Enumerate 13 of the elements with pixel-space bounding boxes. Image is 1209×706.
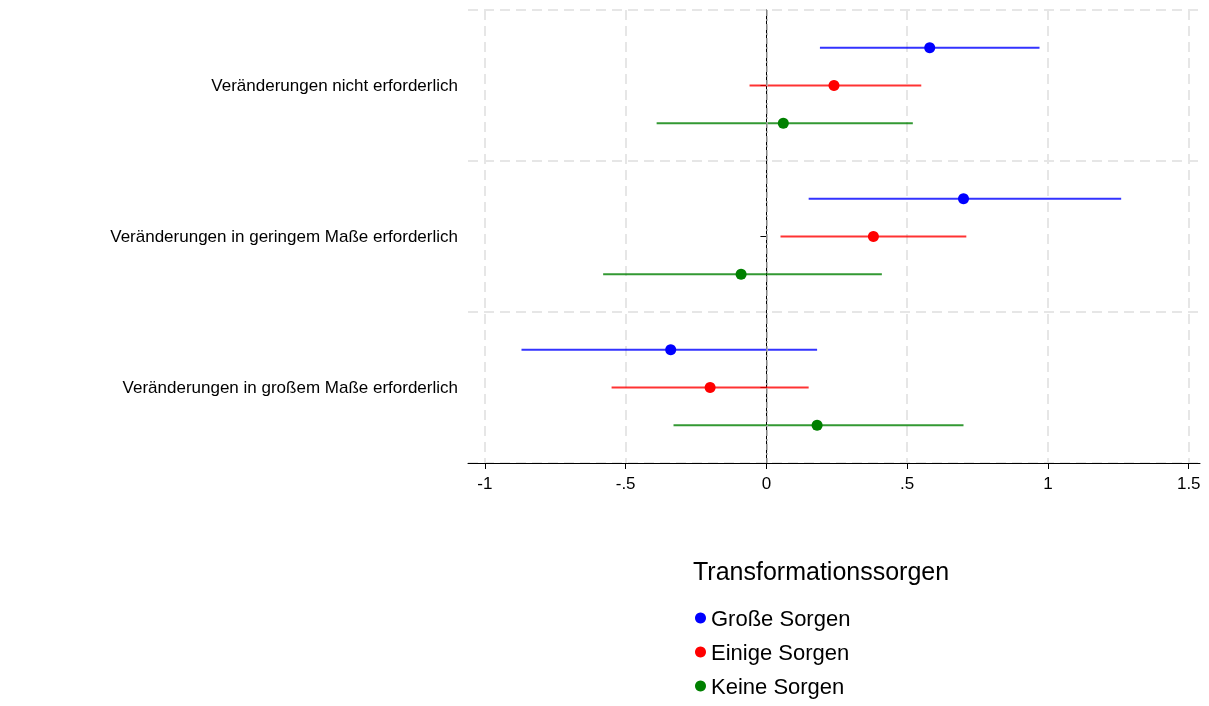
x-tick-label: 1	[1043, 474, 1053, 493]
x-tick-label: .5	[900, 474, 915, 493]
legend-label: Große Sorgen	[711, 605, 851, 631]
x-tick-label: -.5	[615, 474, 636, 493]
y-tick-label: Veränderungen nicht erforderlich	[211, 76, 458, 95]
x-tick-label: 0	[761, 474, 772, 493]
legend-label: Einige Sorgen	[711, 639, 850, 665]
x-tick-label: 1.5	[1176, 474, 1201, 493]
y-tick-label: Veränderungen in geringem Maße erforderlich	[110, 227, 458, 246]
y-tick-label: Veränderungen in großem Maße erforderlich	[122, 378, 458, 397]
x-tick-label: -1	[477, 474, 493, 493]
legend-title: Transformationssorgen	[693, 556, 950, 585]
legend-label: Keine Sorgen	[711, 673, 845, 699]
